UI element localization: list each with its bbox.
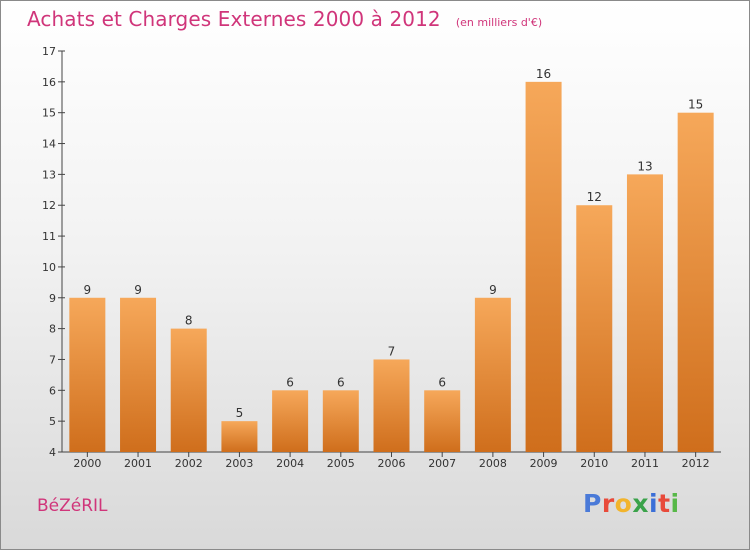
bar — [576, 205, 613, 452]
y-tick-label: 8 — [49, 323, 56, 336]
bar — [272, 390, 309, 452]
y-tick-label: 13 — [42, 168, 56, 181]
bar — [120, 297, 157, 452]
logo-letter: i — [670, 489, 680, 518]
title-area: Achats et Charges Externes 2000 à 2012 (… — [27, 7, 542, 31]
bar — [373, 359, 410, 452]
logo-letter: t — [658, 489, 671, 518]
x-tick-label: 2001 — [124, 457, 152, 470]
data-label: 7 — [388, 344, 396, 358]
bar — [221, 421, 258, 452]
y-tick-label: 9 — [49, 292, 56, 305]
data-label: 9 — [84, 283, 92, 297]
y-tick-label: 6 — [49, 384, 56, 397]
data-label: 15 — [688, 98, 703, 112]
x-tick-label: 2009 — [530, 457, 558, 470]
bar — [322, 390, 359, 452]
data-label: 16 — [536, 67, 551, 81]
data-label: 13 — [637, 159, 652, 173]
x-tick-label: 2010 — [580, 457, 608, 470]
y-tick-label: 11 — [42, 230, 56, 243]
y-tick-label: 16 — [42, 76, 56, 89]
bar — [525, 81, 562, 452]
y-tick-label: 5 — [49, 415, 56, 428]
x-tick-label: 2005 — [327, 457, 355, 470]
y-tick-label: 17 — [42, 45, 56, 58]
y-tick-label: 14 — [42, 138, 56, 151]
logo-letter: r — [601, 489, 615, 518]
x-tick-label: 2012 — [682, 457, 710, 470]
data-label: 5 — [236, 406, 244, 420]
logo-letter: i — [649, 489, 659, 518]
x-tick-label: 2004 — [276, 457, 304, 470]
x-tick-label: 2002 — [175, 457, 203, 470]
logo-letter: o — [614, 489, 633, 518]
bar — [626, 174, 663, 452]
bar — [677, 112, 714, 452]
data-label: 9 — [134, 283, 142, 297]
bar — [474, 297, 511, 452]
y-tick-label: 4 — [49, 446, 56, 459]
y-tick-label: 15 — [42, 107, 56, 120]
y-tick-label: 10 — [42, 261, 56, 274]
data-label: 6 — [286, 375, 294, 389]
chart-subtitle: (en milliers d'€) — [455, 16, 543, 29]
x-tick-label: 2003 — [225, 457, 253, 470]
data-label: 9 — [489, 283, 497, 297]
proxiti-logo: Proxiti — [583, 489, 680, 518]
chart-title: Achats et Charges Externes 2000 à 2012 — [27, 7, 441, 31]
y-tick-label: 7 — [49, 353, 56, 366]
data-label: 6 — [438, 375, 446, 389]
bar — [69, 297, 106, 452]
data-label: 12 — [587, 190, 602, 204]
bar — [170, 328, 207, 452]
x-tick-label: 2011 — [631, 457, 659, 470]
x-tick-label: 2008 — [479, 457, 507, 470]
data-label: 8 — [185, 314, 193, 328]
logo-letter: x — [632, 489, 649, 518]
y-tick-label: 12 — [42, 199, 56, 212]
x-tick-label: 2000 — [73, 457, 101, 470]
x-tick-label: 2006 — [378, 457, 406, 470]
place-name: BéZéRIL — [37, 496, 108, 516]
x-tick-label: 2007 — [428, 457, 456, 470]
bar — [424, 390, 461, 452]
logo-letter: P — [583, 489, 602, 518]
data-label: 6 — [337, 375, 345, 389]
